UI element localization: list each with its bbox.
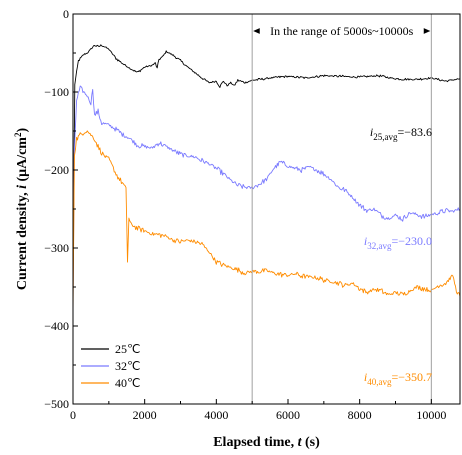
x-tick-label: 4000 [204,408,228,422]
y-axis-title-unit-sup: 2 [13,132,23,137]
avg-label-sub: 40,avg [367,377,392,387]
y-tick-label: −100 [44,85,69,99]
average-labels: i25,avg=−83.6i32,avg=−230.0i40,avg=−350.… [364,125,432,387]
x-axis-title-text: Elapsed time, [213,435,297,450]
avg-label-var: i [370,125,373,139]
avg-label-0: i25,avg=−83.6 [370,125,432,142]
x-axis-title-var: t [298,435,303,450]
avg-label-2: i40,avg=−350.7 [364,370,432,387]
range-arrow-left-head [253,27,262,35]
avg-label-value: =−230.0 [391,234,432,248]
y-tick-label: −300 [44,241,69,255]
x-axis-title-unit: (s) [302,435,321,450]
avg-label-value: =−83.6 [397,125,432,139]
y-axis-title-text: Current density, [15,189,30,290]
series-line-2 [72,130,461,315]
y-tick-label: −200 [44,163,69,177]
y-tick-label: −400 [44,319,69,333]
x-tick-label: 6000 [276,408,300,422]
y-axis-title-unit: (μA/cm [15,137,30,185]
y-axis-title-unit-close: ) [15,128,30,133]
y-tick-label: 0 [63,7,69,21]
legend-label-1: 32℃ [115,359,140,373]
legend-label-2: 40℃ [115,376,140,390]
y-axis-title-var: i [15,185,30,189]
avg-label-var: i [364,370,367,384]
range-arrow-right-head [422,27,431,35]
range-label-bg [259,22,424,39]
x-tick-label: 0 [70,408,76,422]
avg-label-var: i [364,234,367,248]
series-line-0 [72,44,461,276]
avg-label-sub: 25,avg [373,132,398,142]
avg-label-value: =−350.7 [391,370,432,384]
x-tick-label: 2000 [133,408,157,422]
avg-label-sub: 32,avg [367,241,392,251]
x-axis-title: Elapsed time, t (s) [213,435,320,450]
legend-label-0: 25℃ [115,342,140,356]
y-axis-title: Current density, i (μA/cm2) [13,128,30,291]
range-guides [251,14,432,404]
axis-ticks: 0 2000 4000 6000 8000 10000 0 −100 −200 −300 −400 −… [44,7,446,422]
series-layer [72,44,461,315]
range-annotation: In the range of 5000s~10000s [253,22,431,39]
legend: 25℃ 32℃ 40℃ [81,342,140,390]
avg-label-1: i32,avg=−230.0 [364,234,432,251]
y-tick-label: −500 [44,397,69,411]
series-line-1 [72,85,461,303]
x-tick-label: 10000 [416,408,446,422]
x-tick-label: 8000 [348,408,372,422]
range-label: In the range of 5000s~10000s [270,24,413,38]
